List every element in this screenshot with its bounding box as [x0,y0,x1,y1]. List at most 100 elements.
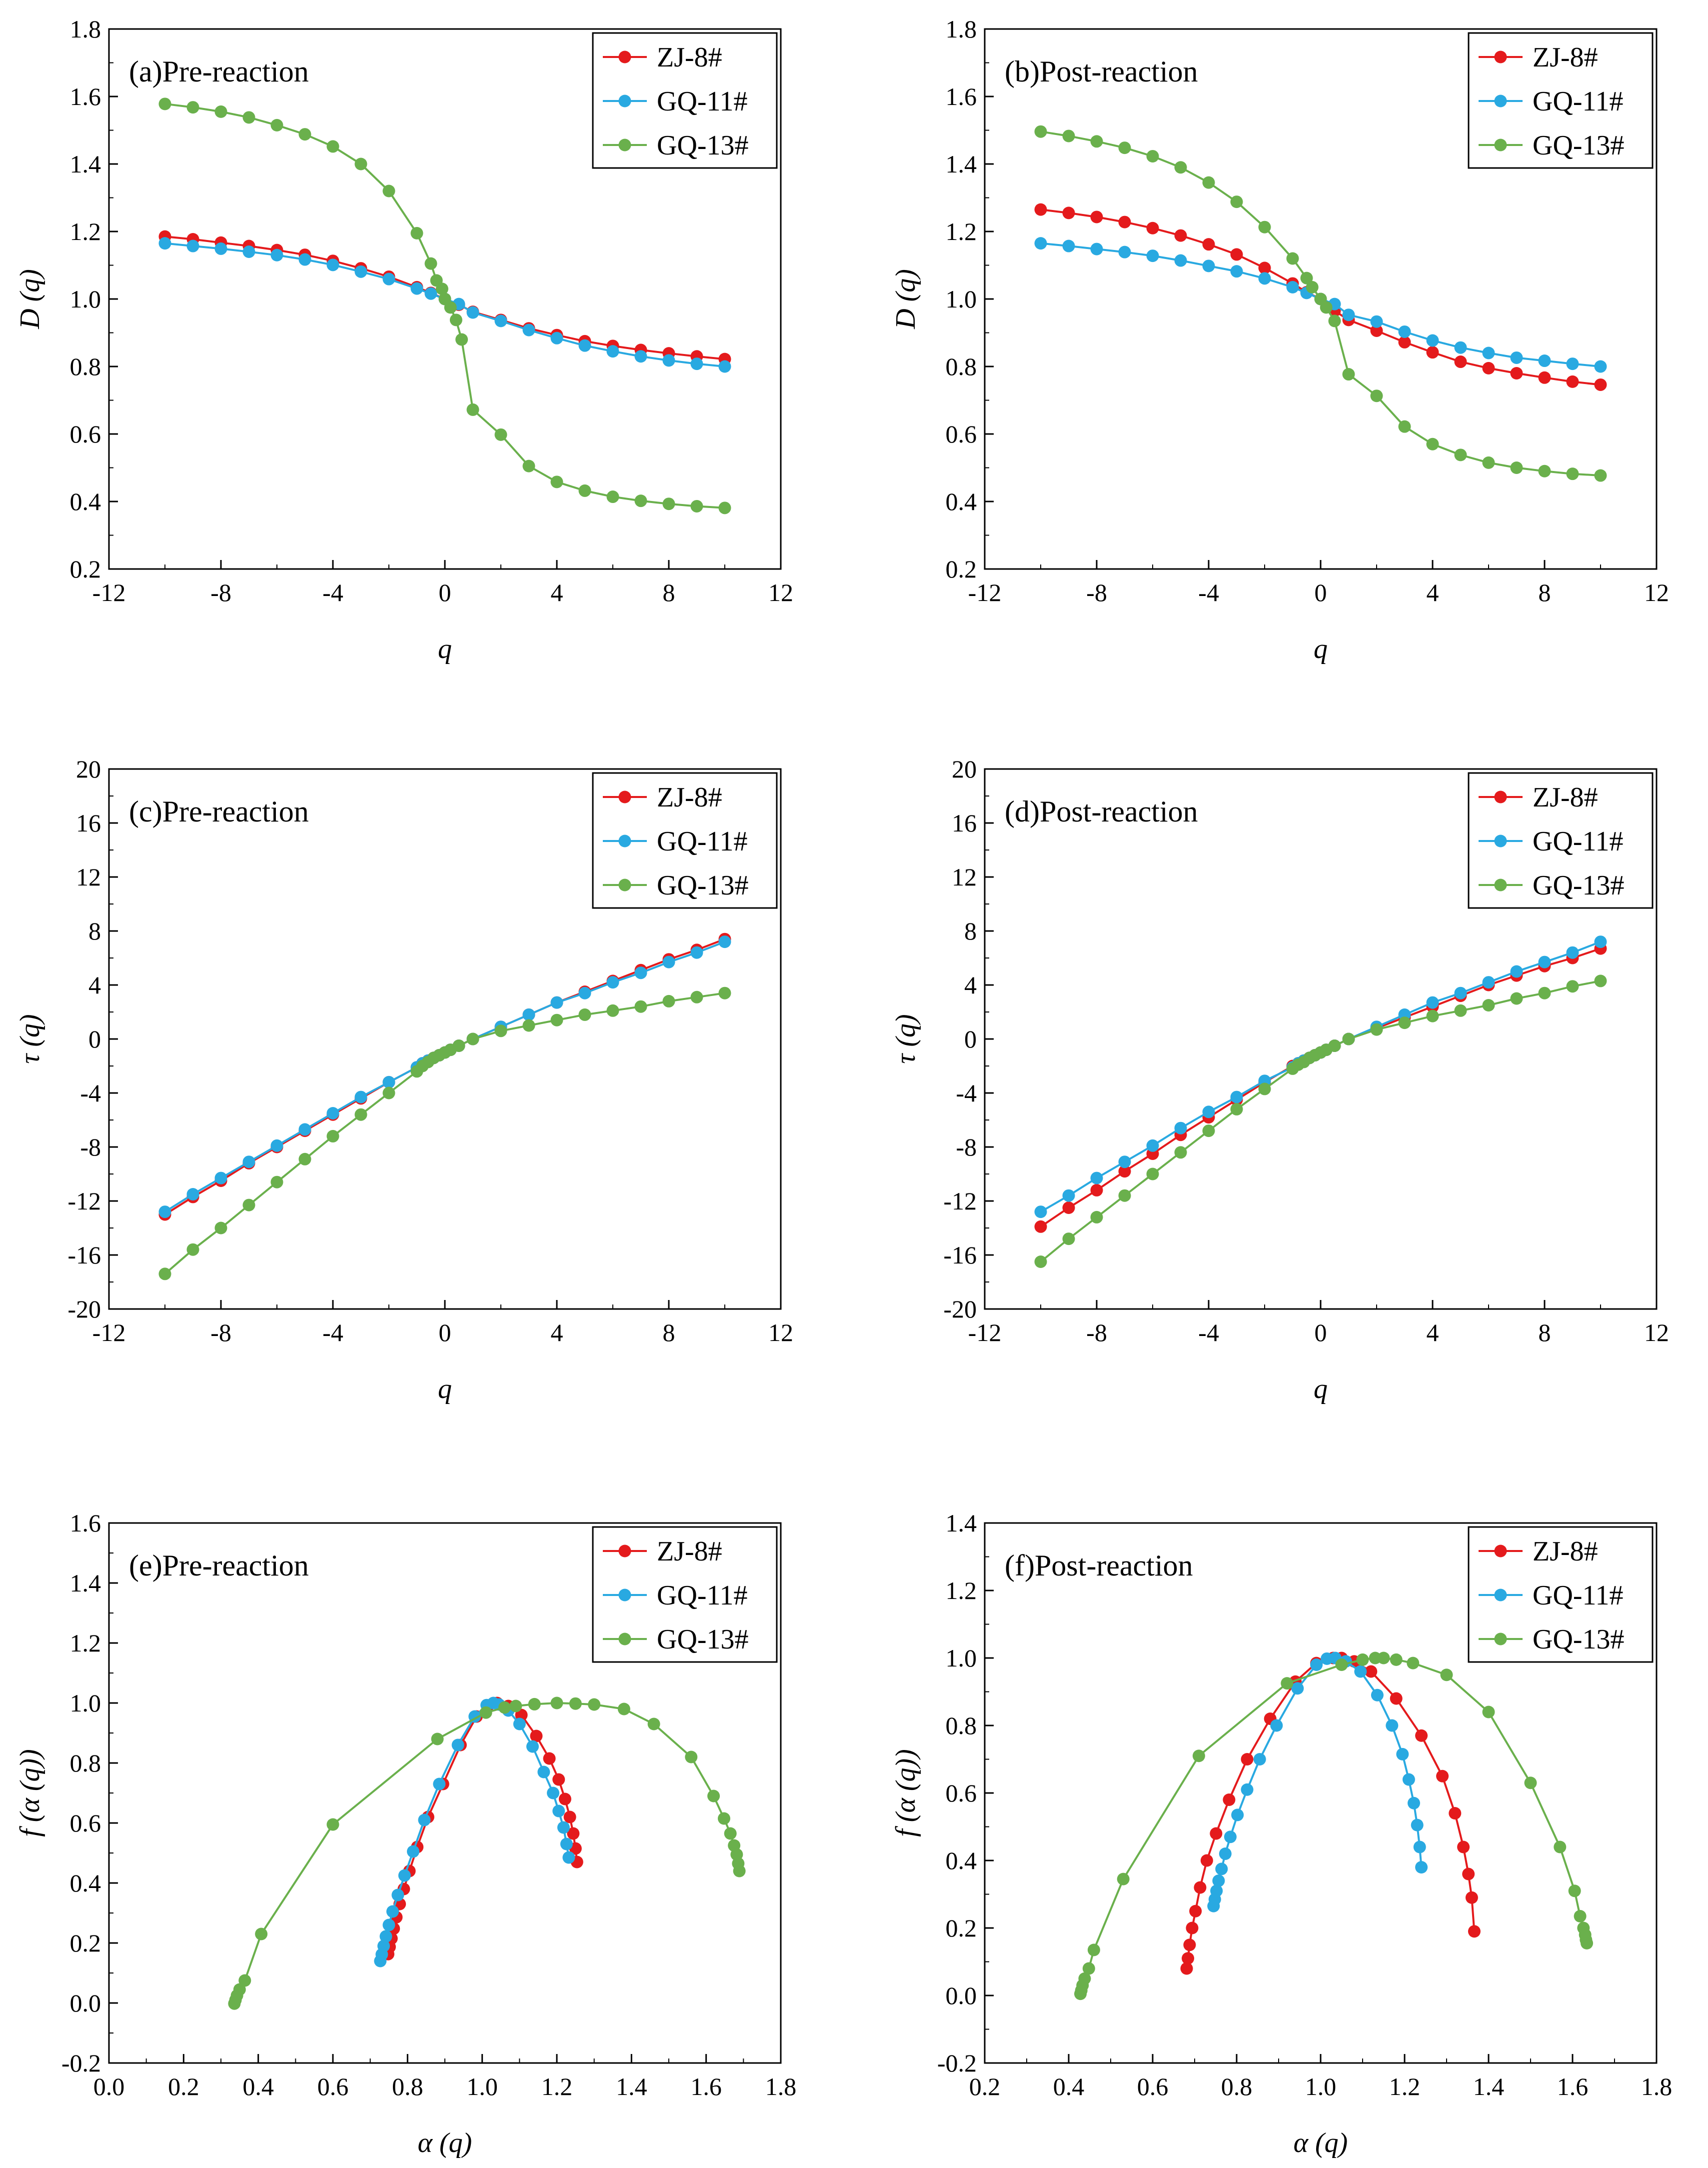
data-point [1594,378,1607,391]
data-point [1411,1818,1424,1832]
data-point [1224,1830,1237,1844]
data-point [606,1004,619,1017]
x-tick-label: 1.0 [1305,2072,1337,2100]
y-tick-label: 1.2 [946,1576,977,1604]
data-point [1415,1729,1428,1742]
data-point [1468,1925,1481,1938]
series-line [164,938,725,1216]
legend-label: GQ-11# [1533,1580,1623,1611]
y-tick-label: -16 [67,1241,101,1269]
data-point [1253,1753,1266,1766]
y-tick-label: 0.6 [70,1809,101,1837]
legend-entry-zj-8: ZJ-8# [603,782,722,813]
data-point [354,158,367,170]
data-point [270,1176,283,1188]
series-gq-13 [228,1696,746,2010]
x-tick-label: 1.4 [616,2072,647,2100]
data-point [1510,462,1523,474]
data-point [526,1740,539,1753]
chart-panel-e: 0.0 0.2 0.4 0.6 0.8 1.0 1.2 1.4 1.6 1.8-0.20.00.2… [14,1509,796,2158]
data-point [1078,1972,1091,1985]
data-point [391,1888,404,1902]
x-tick-label: -4 [322,1318,343,1346]
data-point [662,498,675,510]
data-point [1146,250,1159,262]
legend-label: GQ-13# [657,130,749,161]
y-tick-label: 0.4 [946,488,977,516]
data-point [550,996,563,1009]
data-point [1415,1861,1428,1874]
legend-entry-gq-11: GQ-11# [603,1580,747,1611]
y-tick-label: 1.8 [946,15,977,43]
y-axis-label: τ (q) [890,1014,921,1064]
y-tick-label: 1.4 [946,150,977,178]
data-point [1386,1719,1399,1732]
data-point [1034,203,1047,216]
data-point [550,332,563,344]
data-point [1215,1862,1228,1876]
data-point [1174,229,1187,242]
data-point [354,1108,367,1121]
legend: ZJ-8# GQ-11# GQ-13# [1468,1526,1654,1663]
data-point [1594,360,1607,373]
data-point [1300,272,1313,284]
x-tick-label: 1.4 [1473,2072,1505,2100]
x-tick-label: 12 [1644,578,1669,606]
x-tick-label: -4 [1198,1318,1219,1346]
data-point [466,306,479,319]
data-point [298,253,311,266]
data-point [214,242,227,255]
data-point [1398,1016,1411,1030]
data-point [1202,238,1215,251]
series-zj-8 [382,1696,583,1960]
data-point [242,246,255,258]
panel-title: (d)Post-reaction [1005,795,1198,828]
y-tick-label: 1.4 [946,1509,977,1537]
legend-entry-zj-8: ZJ-8# [1479,42,1598,73]
data-point [588,1698,601,1711]
data-point [1310,1658,1323,1671]
data-point [1482,999,1495,1012]
data-point [1402,1773,1415,1786]
x-tick-label: 0.4 [242,2072,274,2100]
data-point [410,282,423,295]
data-point [270,1139,283,1152]
x-axis-label: q [1314,634,1328,664]
x-tick-label: 12 [768,1318,793,1346]
data-point [1398,325,1411,338]
legend-label: ZJ-8# [1533,782,1598,813]
y-tick-label: 1.8 [70,15,101,43]
data-point [690,358,703,370]
data-point [1286,252,1299,265]
x-axis-label: q [438,1374,452,1404]
y-tick-label: 0.2 [946,1914,977,1942]
data-point [718,986,731,1000]
data-point [1538,956,1551,968]
data-point [326,140,339,153]
legend-entry-gq-13: GQ-13# [1479,870,1625,901]
data-point [214,1222,227,1234]
data-point [578,1008,591,1021]
data-point [158,1206,171,1218]
data-point [1230,196,1243,208]
data-point [690,990,703,1004]
data-point [242,111,255,124]
data-point [1258,220,1271,234]
data-point [1062,130,1075,142]
data-point [543,1752,556,1765]
data-point [1062,206,1075,220]
y-axis-label: f (α (q)) [890,1749,921,1837]
legend-label: GQ-11# [657,1580,747,1611]
data-point [1192,1750,1205,1762]
data-point [1568,1884,1581,1898]
data-point [242,1156,255,1168]
series-zj-8 [1034,942,1607,1233]
legend-entry-gq-11: GQ-11# [1479,826,1623,857]
data-point [186,1188,199,1200]
data-point [1062,1202,1075,1214]
data-point [1306,280,1319,294]
x-tick-label: -8 [1086,1318,1107,1346]
x-tick-label: -12 [92,578,126,606]
data-point [1034,1220,1047,1233]
y-axis-label: f (α (q)) [14,1749,45,1837]
